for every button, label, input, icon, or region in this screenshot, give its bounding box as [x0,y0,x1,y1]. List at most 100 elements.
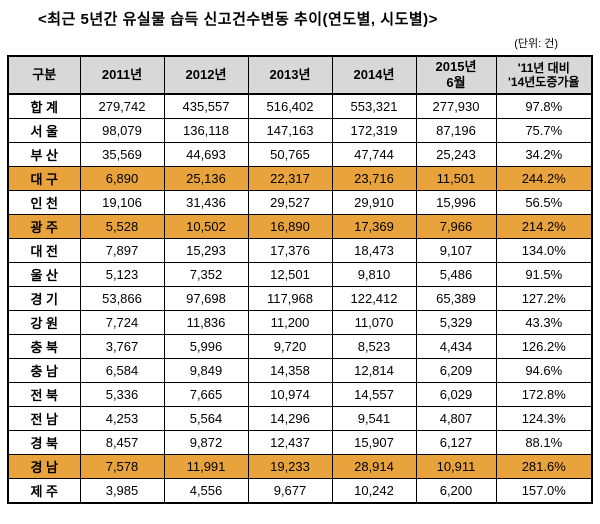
statistics-table: 구분 2011년 2012년 2013년 2014년 2015년 6월 '11년 대비 '14년… [7,55,593,504]
value-cell: 6,200 [415,478,497,504]
value-cell: 157.0% [495,478,593,504]
value-cell: 11,991 [163,454,249,479]
column-header: 2015년 6월 [415,55,497,95]
region-label: 대 전 [7,238,81,263]
value-cell: 7,578 [79,454,165,479]
table-row: 울 산 5,123 7,352 12,501 9,810 5,486 91.5% [7,262,593,287]
value-cell: 277,930 [415,93,497,119]
table-row: 대 전 7,897 15,293 17,376 18,473 9,107 134.0% [7,238,593,263]
column-header: 2013년 [247,55,333,95]
value-cell: 35,569 [79,142,165,167]
value-cell: 88.1% [495,430,593,455]
value-cell: 6,029 [415,382,497,407]
table-row: 전 남 4,253 5,564 14,296 9,541 4,807 124.3% [7,406,593,431]
value-cell: 9,720 [247,334,333,359]
value-cell: 172,319 [331,118,417,143]
region-label: 부 산 [7,142,81,167]
value-cell: 16,890 [247,214,333,239]
region-label: 제 주 [7,478,81,504]
region-label: 울 산 [7,262,81,287]
value-cell: 5,564 [163,406,249,431]
value-cell: 126.2% [495,334,593,359]
table-row: 충 남 6,584 9,849 14,358 12,814 6,209 94.6% [7,358,593,383]
value-cell: 7,966 [415,214,497,239]
table-row: 전 북 5,336 7,665 10,974 14,557 6,029 172.8% [7,382,593,407]
value-cell: 9,872 [163,430,249,455]
column-header: 2012년 [163,55,249,95]
table-row: 제 주 3,985 4,556 9,677 10,242 6,200 157.0% [7,478,593,504]
table-row: 경 기 53,866 97,698 117,968 122,412 65,389 127.2… [7,286,593,311]
value-cell: 435,557 [163,93,249,119]
table-row: 인 천 19,106 31,436 29,527 29,910 15,996 56.5% [7,190,593,215]
value-cell: 97,698 [163,286,249,311]
value-cell: 5,329 [415,310,497,335]
table-row: 대 구 6,890 25,136 22,317 23,716 11,501 244.2% [7,166,593,191]
unit-label: (단위: 건) [514,38,558,50]
value-cell: 65,389 [415,286,497,311]
value-cell: 19,106 [79,190,165,215]
value-cell: 5,486 [415,262,497,287]
value-cell: 97.8% [495,93,593,119]
value-cell: 553,321 [331,93,417,119]
value-cell: 147,163 [247,118,333,143]
value-cell: 91.5% [495,262,593,287]
region-label: 충 북 [7,334,81,359]
value-cell: 23,716 [331,166,417,191]
value-cell: 28,914 [331,454,417,479]
table-row: 광 주 5,528 10,502 16,890 17,369 7,966 214.2% [7,214,593,239]
value-cell: 5,996 [163,334,249,359]
value-cell: 4,556 [163,478,249,504]
value-cell: 3,767 [79,334,165,359]
region-label: 전 북 [7,382,81,407]
value-cell: 6,890 [79,166,165,191]
value-cell: 9,107 [415,238,497,263]
column-header: 2014년 [331,55,417,95]
value-cell: 4,434 [415,334,497,359]
value-cell: 15,996 [415,190,497,215]
table-row: 서 울 98,079 136,118 147,163 172,319 87,196 75.7… [7,118,593,143]
region-label: 광 주 [7,214,81,239]
value-cell: 127.2% [495,286,593,311]
value-cell: 98,079 [79,118,165,143]
value-cell: 15,907 [331,430,417,455]
value-cell: 8,457 [79,430,165,455]
value-cell: 10,502 [163,214,249,239]
value-cell: 279,742 [79,93,165,119]
value-cell: 43.3% [495,310,593,335]
value-cell: 17,369 [331,214,417,239]
value-cell: 244.2% [495,166,593,191]
region-label: 경 기 [7,286,81,311]
region-label: 경 북 [7,430,81,455]
table-row: 충 북 3,767 5,996 9,720 8,523 4,434 126.2% [7,334,593,359]
page-title: <최근 5년간 유실물 습득 신고건수변동 추이(연도별, 시도별)> [38,11,438,28]
region-label: 강 원 [7,310,81,335]
table-row: 경 북 8,457 9,872 12,437 15,907 6,127 88.1% [7,430,593,455]
value-cell: 29,527 [247,190,333,215]
value-cell: 9,677 [247,478,333,504]
value-cell: 19,233 [247,454,333,479]
value-cell: 12,814 [331,358,417,383]
value-cell: 14,358 [247,358,333,383]
value-cell: 7,724 [79,310,165,335]
value-cell: 18,473 [331,238,417,263]
value-cell: 50,765 [247,142,333,167]
value-cell: 124.3% [495,406,593,431]
region-label: 전 남 [7,406,81,431]
column-header: 구분 [7,55,81,95]
table-row: 강 원 7,724 11,836 11,200 11,070 5,329 43.3% [7,310,593,335]
value-cell: 7,665 [163,382,249,407]
value-cell: 3,985 [79,478,165,504]
value-cell: 9,810 [331,262,417,287]
value-cell: 122,412 [331,286,417,311]
value-cell: 31,436 [163,190,249,215]
value-cell: 7,352 [163,262,249,287]
value-cell: 25,136 [163,166,249,191]
table-row: 부 산 35,569 44,693 50,765 47,744 25,243 34.2% [7,142,593,167]
value-cell: 53,866 [79,286,165,311]
value-cell: 22,317 [247,166,333,191]
value-cell: 44,693 [163,142,249,167]
value-cell: 47,744 [331,142,417,167]
value-cell: 34.2% [495,142,593,167]
region-label: 경 남 [7,454,81,479]
